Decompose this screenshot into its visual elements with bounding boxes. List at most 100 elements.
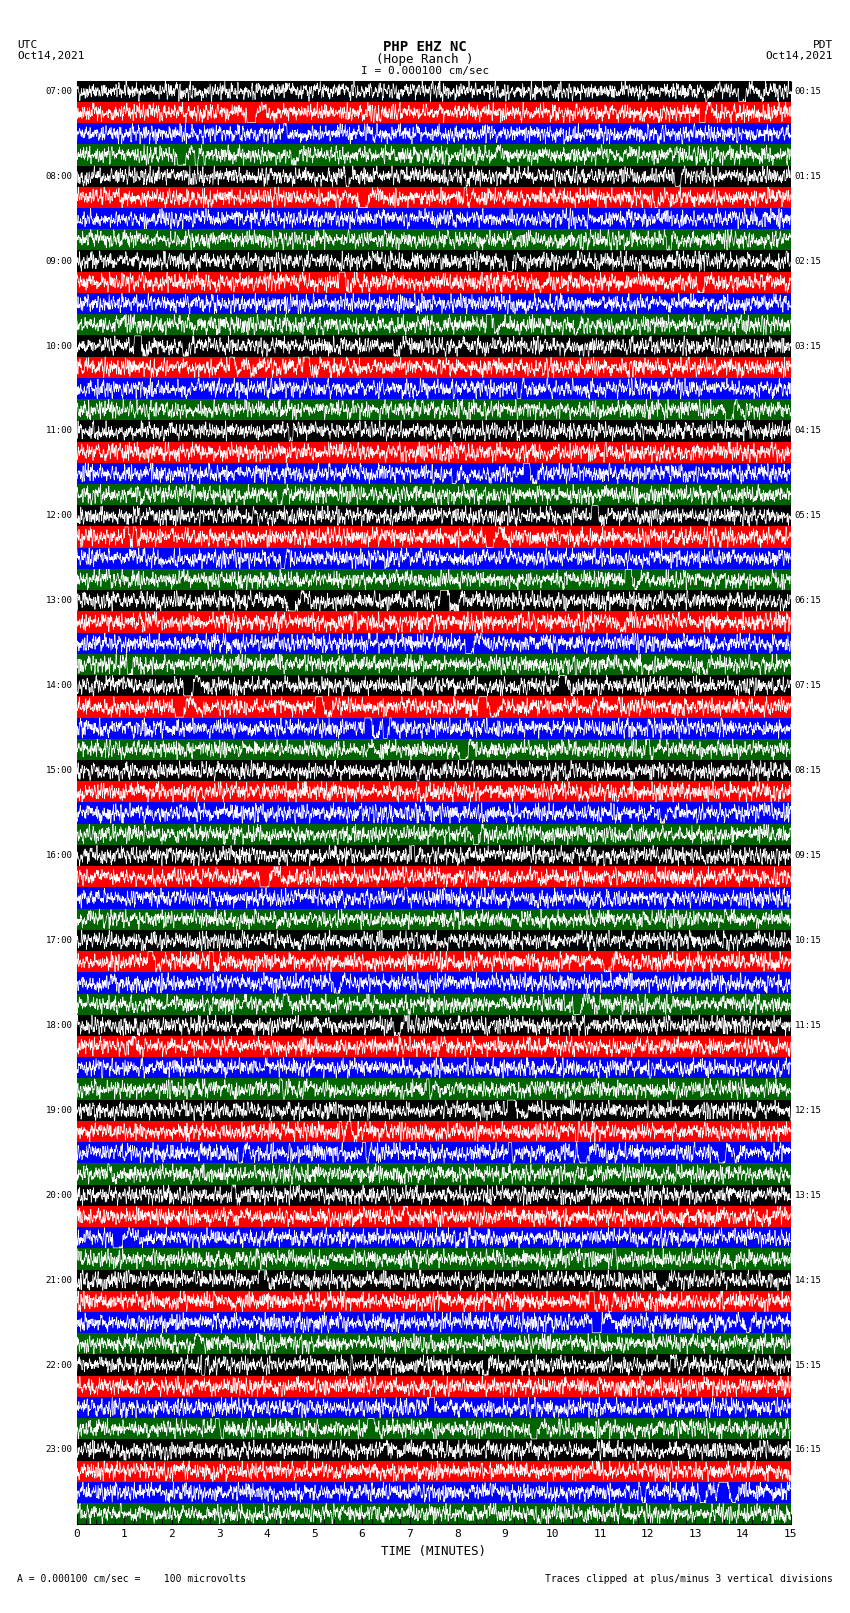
Bar xyxy=(76,1503,791,1524)
Bar xyxy=(76,463,791,484)
Text: 23:00: 23:00 xyxy=(45,1445,72,1455)
Text: 13:00: 13:00 xyxy=(45,597,72,605)
Bar xyxy=(76,929,791,952)
Text: 00:15: 00:15 xyxy=(795,87,822,95)
Bar xyxy=(76,548,791,569)
Bar xyxy=(76,1355,791,1376)
Bar xyxy=(76,611,791,632)
Bar xyxy=(76,250,791,271)
Bar xyxy=(76,336,791,356)
Bar xyxy=(76,81,791,102)
Text: 01:15: 01:15 xyxy=(795,171,822,181)
Bar xyxy=(76,718,791,739)
Bar xyxy=(76,994,791,1015)
Text: PDT: PDT xyxy=(813,39,833,50)
Bar xyxy=(76,824,791,845)
Bar xyxy=(76,144,791,166)
Text: 12:15: 12:15 xyxy=(795,1107,822,1115)
Text: 14:15: 14:15 xyxy=(795,1276,822,1284)
Text: 10:15: 10:15 xyxy=(795,936,822,945)
Bar xyxy=(76,484,791,505)
Bar xyxy=(76,421,791,442)
Text: 21:00: 21:00 xyxy=(45,1276,72,1284)
Text: 15:00: 15:00 xyxy=(45,766,72,776)
Bar xyxy=(76,802,791,824)
Text: 03:15: 03:15 xyxy=(795,342,822,350)
Text: 09:00: 09:00 xyxy=(45,256,72,266)
Text: 13:15: 13:15 xyxy=(795,1190,822,1200)
Text: 14:00: 14:00 xyxy=(45,681,72,690)
Bar xyxy=(76,1311,791,1334)
Bar xyxy=(76,1057,791,1079)
Text: 11:15: 11:15 xyxy=(795,1021,822,1029)
Text: 07:00: 07:00 xyxy=(45,87,72,95)
Bar xyxy=(76,398,791,421)
Bar xyxy=(76,1079,791,1100)
X-axis label: TIME (MINUTES): TIME (MINUTES) xyxy=(381,1545,486,1558)
Bar xyxy=(76,315,791,336)
Bar xyxy=(76,1397,791,1418)
Bar xyxy=(76,590,791,611)
Bar xyxy=(76,569,791,590)
Text: 08:00: 08:00 xyxy=(45,171,72,181)
Bar xyxy=(76,676,791,697)
Bar xyxy=(76,166,791,187)
Bar xyxy=(76,377,791,398)
Bar xyxy=(76,760,791,781)
Bar xyxy=(76,1227,791,1248)
Text: Oct14,2021: Oct14,2021 xyxy=(766,50,833,61)
Bar xyxy=(76,1439,791,1461)
Text: 11:00: 11:00 xyxy=(45,426,72,436)
Text: Traces clipped at plus/minus 3 vertical divisions: Traces clipped at plus/minus 3 vertical … xyxy=(545,1574,833,1584)
Bar xyxy=(76,1036,791,1057)
Text: 04:15: 04:15 xyxy=(795,426,822,436)
Bar xyxy=(76,229,791,250)
Bar xyxy=(76,356,791,377)
Text: A = 0.000100 cm/sec =    100 microvolts: A = 0.000100 cm/sec = 100 microvolts xyxy=(17,1574,246,1584)
Text: UTC: UTC xyxy=(17,39,37,50)
Bar xyxy=(76,1376,791,1397)
Bar xyxy=(76,187,791,208)
Text: 17:00: 17:00 xyxy=(45,936,72,945)
Bar xyxy=(76,1482,791,1503)
Text: 10:00: 10:00 xyxy=(45,342,72,350)
Bar xyxy=(76,1418,791,1439)
Bar xyxy=(76,526,791,548)
Bar xyxy=(76,1015,791,1036)
Bar xyxy=(76,1184,791,1207)
Bar xyxy=(76,1142,791,1163)
Bar xyxy=(76,1290,791,1311)
Text: 09:15: 09:15 xyxy=(795,852,822,860)
Text: 16:15: 16:15 xyxy=(795,1445,822,1455)
Bar xyxy=(76,952,791,973)
Text: I = 0.000100 cm/sec: I = 0.000100 cm/sec xyxy=(361,66,489,76)
Text: 02:15: 02:15 xyxy=(795,256,822,266)
Bar xyxy=(76,1461,791,1482)
Bar xyxy=(76,442,791,463)
Text: 08:15: 08:15 xyxy=(795,766,822,776)
Text: 22:00: 22:00 xyxy=(45,1360,72,1369)
Bar xyxy=(76,208,791,229)
Bar xyxy=(76,1248,791,1269)
Text: 06:15: 06:15 xyxy=(795,597,822,605)
Bar xyxy=(76,505,791,526)
Bar xyxy=(76,781,791,802)
Bar xyxy=(76,845,791,866)
Text: Oct14,2021: Oct14,2021 xyxy=(17,50,84,61)
Text: 15:15: 15:15 xyxy=(795,1360,822,1369)
Bar xyxy=(76,1334,791,1355)
Text: 19:00: 19:00 xyxy=(45,1107,72,1115)
Bar xyxy=(76,653,791,676)
Bar xyxy=(76,1269,791,1290)
Bar xyxy=(76,271,791,294)
Text: PHP EHZ NC: PHP EHZ NC xyxy=(383,39,467,53)
Bar xyxy=(76,102,791,123)
Bar xyxy=(76,908,791,929)
Bar xyxy=(76,973,791,994)
Bar xyxy=(76,632,791,653)
Bar xyxy=(76,1163,791,1184)
Text: 05:15: 05:15 xyxy=(795,511,822,521)
Text: 16:00: 16:00 xyxy=(45,852,72,860)
Bar xyxy=(76,739,791,760)
Bar xyxy=(76,866,791,887)
